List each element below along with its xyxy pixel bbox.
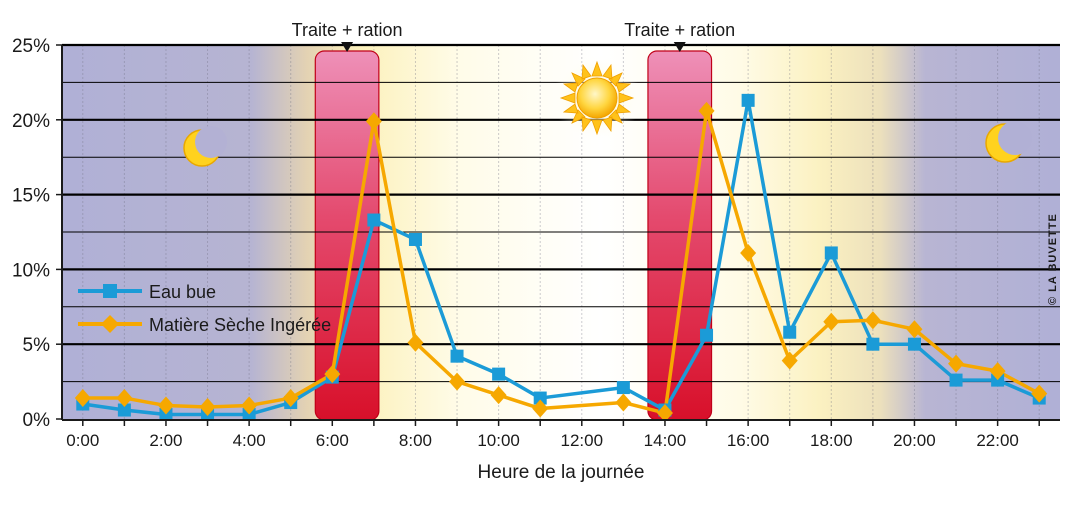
data-point-square (949, 373, 963, 387)
data-point-diamond (1031, 384, 1048, 403)
x-tick-label: 4:00 (233, 431, 266, 450)
data-point-diamond (116, 389, 133, 408)
annotations: Traite + ration Traite + ration (292, 20, 735, 52)
data-point-square (408, 232, 422, 246)
y-tick-label: 10% (12, 260, 50, 281)
moon-icon (985, 121, 1032, 163)
data-point-square (533, 391, 547, 405)
data-point-diamond (324, 365, 341, 384)
legend-label: Matière Sèche Ingérée (149, 315, 331, 335)
data-point-diamond (490, 386, 507, 405)
x-tick-label: 0:00 (66, 431, 99, 450)
annotation-arrow (341, 42, 354, 52)
x-tick-label: 8:00 (399, 431, 432, 450)
data-point-diamond (698, 101, 715, 120)
y-tick-label: 25% (12, 36, 50, 57)
legend-item-matiere-seche: Matière Sèche Ingérée (78, 315, 331, 335)
y-axis-ticks: 0% 5% 10% 15% 20% 25% (12, 36, 62, 431)
x-tick-label: 20:00 (893, 431, 936, 450)
moon-icon (183, 126, 227, 167)
x-tick-label: 2:00 (149, 431, 182, 450)
data-point-diamond (532, 399, 549, 418)
data-point-square (866, 337, 880, 351)
data-point-diamond (989, 362, 1006, 381)
legend-label: Eau bue (149, 282, 216, 302)
data-point-diamond (948, 354, 965, 373)
data-point-square (492, 367, 506, 381)
data-point-square (741, 93, 755, 107)
y-tick-label: 15% (12, 186, 50, 207)
sun-icon (553, 54, 641, 142)
x-tick-label: 16:00 (727, 431, 770, 450)
data-point-diamond (241, 396, 258, 415)
annotation-label: Traite + ration (624, 20, 735, 40)
x-tick-label: 18:00 (810, 431, 853, 450)
x-tick-label: 14:00 (644, 431, 687, 450)
data-point-square (783, 325, 797, 339)
data-point-square (824, 246, 838, 260)
data-point-diamond (74, 389, 91, 408)
data-point-diamond (781, 351, 798, 370)
data-point-diamond (656, 404, 673, 423)
data-point-diamond (449, 372, 466, 391)
data-point-diamond (365, 112, 382, 131)
data-point-square (700, 328, 714, 342)
data-point-diamond (906, 320, 923, 339)
annotation-label: Traite + ration (292, 20, 403, 40)
data-point-diamond (615, 393, 632, 412)
legend: Eau bue Matière Sèche Ingérée (78, 282, 331, 335)
y-tick-label: 5% (23, 335, 51, 356)
x-axis-label: Heure de la journée (478, 462, 645, 483)
data-point-diamond (740, 243, 757, 262)
y-tick-label: 0% (23, 410, 51, 431)
y-tick-label: 20% (12, 111, 50, 132)
x-tick-label: 6:00 (316, 431, 349, 450)
data-point-square (367, 213, 381, 227)
data-point-diamond (282, 389, 299, 408)
data-point-diamond (157, 396, 174, 415)
legend-item-eau-bue: Eau bue (78, 282, 216, 302)
data-point-square (907, 337, 921, 351)
x-axis-ticks: 0:00 2:00 4:00 6:00 8:00 10:00 12:00 14:00 16:00… (66, 420, 1040, 450)
x-tick-label: 10:00 (477, 431, 520, 450)
annotation-arrow (673, 42, 686, 52)
data-point-diamond (864, 311, 881, 330)
series-markers (74, 93, 1048, 423)
data-point-square (117, 403, 131, 417)
milking-bar (647, 50, 713, 421)
data-point-square (450, 349, 464, 363)
x-tick-label: 22:00 (976, 431, 1019, 450)
data-point-square (616, 381, 630, 395)
data-point-diamond (199, 398, 216, 417)
data-point-diamond (407, 333, 424, 352)
x-tick-label: 12:00 (561, 431, 604, 450)
credit-text: © LA BUVETTE (1047, 213, 1059, 305)
data-point-diamond (823, 312, 840, 331)
